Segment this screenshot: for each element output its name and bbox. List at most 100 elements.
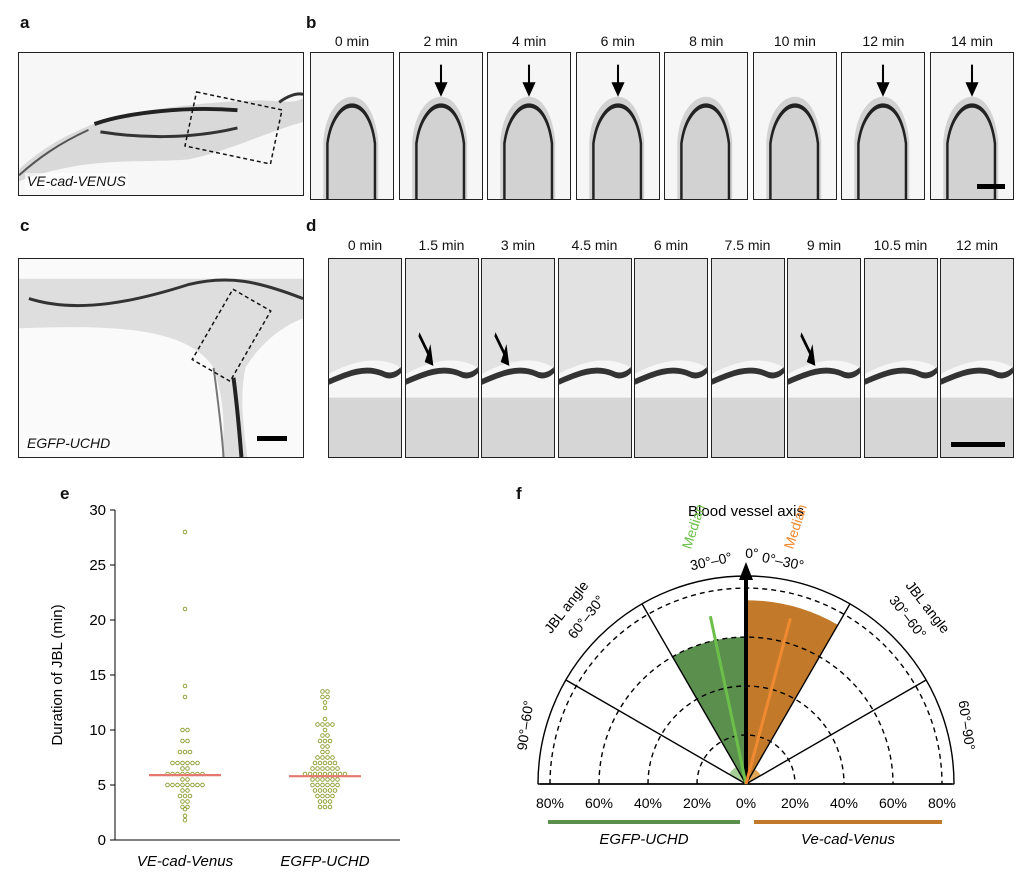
timelapse-frame: [575, 52, 660, 200]
panel-a-caption: VE-cad-VENUS: [25, 173, 128, 189]
data-point: [185, 738, 190, 744]
cell-body: [589, 96, 644, 199]
timelapse-frame: [664, 52, 749, 200]
data-point: [180, 788, 185, 793]
data-point: [190, 782, 195, 788]
panel-c-caption: EGFP-UCHD: [25, 435, 113, 451]
data-point: [180, 777, 185, 782]
cell-edge: [503, 103, 554, 199]
arrow-head: [500, 344, 510, 366]
data-point: [185, 799, 190, 804]
micrograph-image: [711, 259, 784, 457]
data-point: [180, 760, 185, 766]
data-point: [185, 766, 190, 771]
data-point: [325, 755, 330, 760]
micrograph-image: [405, 259, 478, 457]
data-point: [320, 766, 325, 771]
x-category-label: VE-cad-Venus: [137, 853, 234, 870]
vessel-axis-title: Blood vessel axis: [688, 503, 804, 520]
ve-cad-median-line: [744, 617, 792, 785]
timelapse-frame: [710, 258, 785, 458]
data-point: [325, 689, 330, 694]
micrograph-image: [311, 53, 393, 199]
upper-cell: [558, 259, 631, 374]
legend-egfp-label: EGFP-UCHD: [599, 831, 688, 848]
radial-tick-label: 60%: [585, 795, 613, 811]
y-tick-label: 15: [89, 667, 106, 684]
arrow-icon: [965, 64, 979, 97]
lower-cell: [558, 397, 631, 457]
timepoint-label: 6 min: [600, 33, 635, 49]
cell-edge: [946, 103, 997, 199]
arrow-head: [522, 82, 536, 97]
data-point: [322, 705, 328, 711]
y-tick-label: 10: [89, 722, 106, 739]
cell-body: [411, 96, 467, 199]
data-point: [182, 606, 188, 612]
data-point: [322, 760, 328, 766]
egfp-median-line: [708, 615, 748, 785]
panel-c-micrograph: EGFP-UCHD: [18, 258, 304, 458]
arrow-head: [424, 344, 433, 366]
y-tick-label: 0: [98, 832, 106, 849]
data-point: [175, 782, 180, 788]
lower-cell: [711, 397, 784, 457]
timelapse-frame: [634, 258, 708, 458]
data-point: [330, 782, 335, 788]
lower-cell: [405, 397, 478, 457]
timepoint-label: 12 min: [955, 237, 999, 253]
data-point: [330, 755, 335, 760]
data-point: [325, 744, 330, 749]
scale-bar: [951, 442, 1005, 447]
cell-body: [677, 96, 733, 199]
data-point: [330, 793, 335, 799]
data-point: [315, 755, 320, 760]
micrograph-image: [399, 53, 482, 199]
cell-body: [943, 96, 999, 199]
micrograph-image: [941, 259, 1013, 457]
radial-tick-label: 80%: [928, 795, 956, 811]
data-point: [322, 804, 328, 810]
data-point: [317, 799, 323, 804]
upper-cell: [941, 259, 1013, 374]
data-point: [327, 738, 333, 744]
sector-boundary: [641, 603, 747, 785]
y-tick-label: 25: [89, 557, 106, 574]
timepoint-label: 0 min: [347, 237, 383, 253]
cell-body: [323, 96, 379, 199]
cell-edge: [857, 103, 908, 199]
timelapse-frame: [930, 52, 1014, 200]
data-point: [325, 777, 330, 782]
cell-edge: [414, 103, 465, 199]
radial-tick-label: 40%: [830, 795, 858, 811]
panel-label-c: c: [20, 216, 30, 235]
data-point: [325, 782, 330, 788]
timelapse-frame: [487, 52, 572, 200]
micrograph-image: [19, 53, 303, 195]
timepoint-label: 4.5 min: [571, 237, 618, 253]
data-point: [327, 788, 333, 793]
radial-tick-label: 80%: [536, 795, 564, 811]
data-point: [330, 766, 335, 771]
micrograph-image: [753, 53, 836, 199]
data-point: [200, 782, 205, 788]
data-point: [315, 766, 320, 771]
ve-cad-30-60-wedge: [746, 769, 761, 784]
timepoint-label: 0 min: [334, 33, 370, 49]
data-point: [195, 782, 200, 788]
micrograph-image: [558, 259, 631, 457]
data-point: [177, 749, 183, 755]
arrow-head: [611, 82, 625, 97]
upper-cell: [711, 259, 784, 374]
junction-line: [482, 367, 554, 385]
panel-label-f: f: [516, 484, 522, 503]
data-point: [325, 733, 330, 738]
data-point: [327, 799, 333, 804]
junction-line: [635, 367, 707, 385]
data-point: [180, 727, 185, 733]
timepoint-label: 12 min: [862, 33, 905, 49]
sector-label: 90°–60°: [514, 699, 537, 751]
data-point: [190, 760, 195, 766]
scale-bar: [977, 184, 1005, 189]
